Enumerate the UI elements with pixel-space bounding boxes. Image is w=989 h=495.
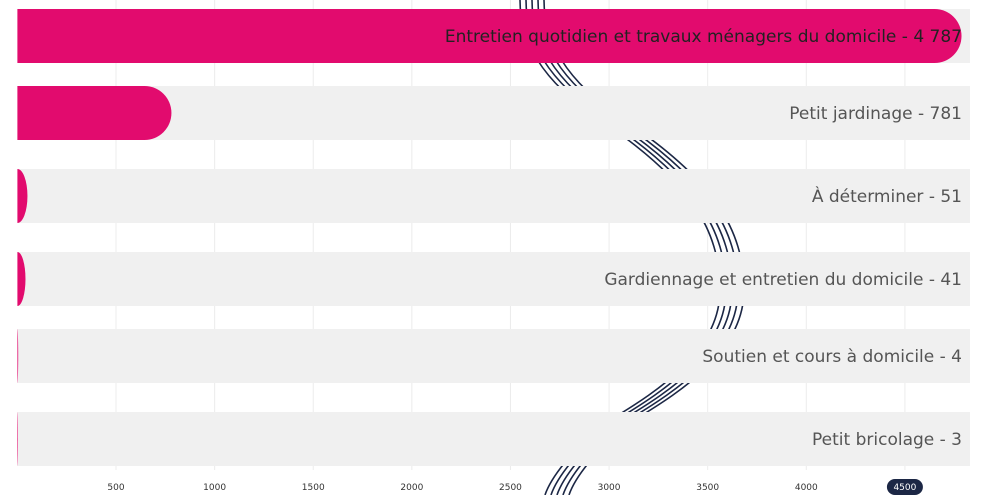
- bar-track: [17, 329, 970, 383]
- x-tick-label: 500: [107, 483, 124, 493]
- bar-label: À déterminer - 51: [812, 185, 962, 207]
- bar: [17, 252, 26, 306]
- x-tick-label: 4500: [893, 483, 916, 493]
- bar-label: Gardiennage et entretien du domicile - 4…: [604, 270, 962, 290]
- x-tick-label: 2000: [400, 483, 423, 493]
- bar-label: Petit bricolage - 3: [812, 430, 962, 450]
- x-tick-label: 1000: [203, 483, 226, 493]
- x-tick-label: 4000: [795, 483, 818, 493]
- bar: [17, 86, 172, 140]
- bar-track: [17, 169, 970, 223]
- bar-label: Entretien quotidien et travaux ménagers …: [445, 27, 962, 47]
- bar-track: [17, 86, 970, 140]
- x-tick-label: 2500: [499, 483, 522, 493]
- bar: [17, 329, 19, 383]
- x-tick-label: 3000: [598, 483, 621, 493]
- tick-highlight: [886, 479, 923, 495]
- bar: [17, 412, 18, 466]
- bar-track: [17, 252, 970, 306]
- x-tick-label: 1500: [302, 483, 325, 493]
- bar-label: Soutien et cours à domicile - 4: [702, 347, 962, 367]
- bar: [17, 169, 28, 223]
- bar-label: Petit jardinage - 781: [789, 104, 962, 124]
- bar: [17, 9, 962, 63]
- x-tick-label: 3500: [696, 483, 719, 493]
- bar-track: [17, 412, 970, 466]
